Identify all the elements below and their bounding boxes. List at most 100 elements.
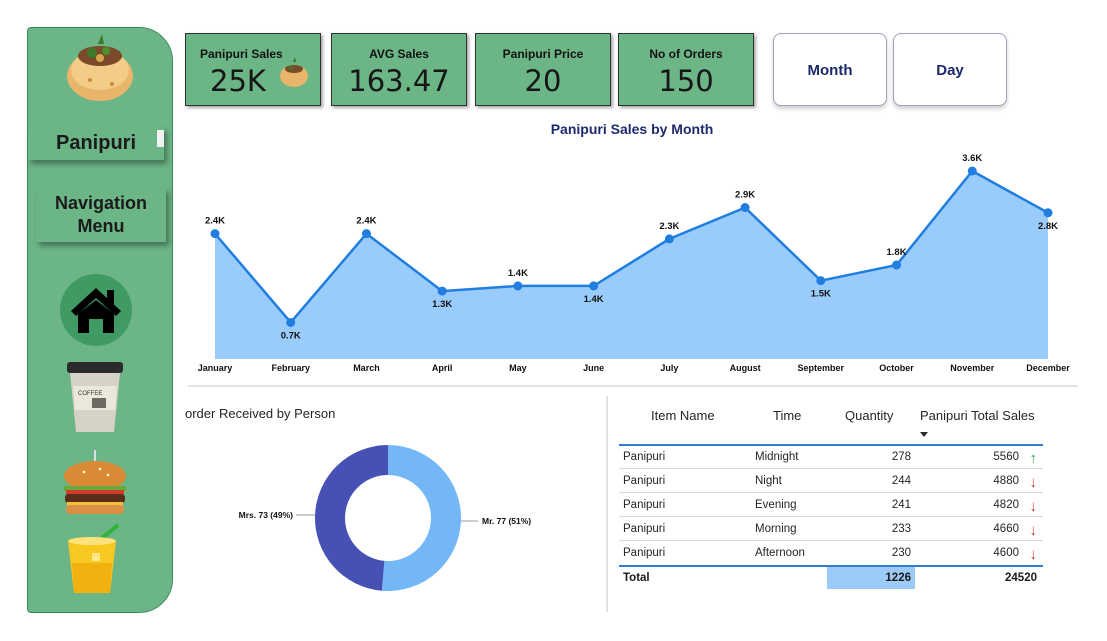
cell-sales: 4660 — [993, 523, 1019, 535]
panipuri-small-icon — [280, 57, 308, 87]
section-divider — [188, 385, 1078, 387]
table-row[interactable]: Panipuri Midnight 278 5560 ↑ — [619, 445, 1043, 469]
x-tick-label: January — [198, 363, 233, 373]
data-label: 1.3K — [432, 299, 452, 310]
sidebar-scrollbar[interactable] — [157, 130, 164, 147]
data-point[interactable] — [286, 317, 296, 327]
burger-icon[interactable] — [60, 450, 130, 518]
cell-sales: 4880 — [993, 475, 1019, 487]
table-total-row: Total 1226 24520 — [619, 567, 1043, 589]
kpi-no-of-orders: No of Orders 150 — [618, 33, 754, 106]
cell-time: Morning — [755, 523, 797, 535]
sales-by-month-chart: 2.4K January 0.7K February 2.4K March 1.3K Apri… — [198, 153, 1071, 373]
kpi-label: No of Orders — [649, 47, 723, 61]
x-tick-label: June — [583, 363, 604, 373]
x-tick-label: November — [950, 363, 995, 373]
donut-slice[interactable] — [381, 445, 461, 591]
cell-item: Panipuri — [623, 475, 666, 487]
total-sales: 24520 — [1005, 572, 1037, 584]
data-point[interactable] — [361, 229, 371, 239]
month-slicer-button[interactable]: Month — [773, 33, 887, 106]
table-row[interactable]: Panipuri Evening 241 4820 ↓ — [619, 493, 1043, 517]
cell-item: Panipuri — [623, 523, 666, 535]
data-label: 1.4K — [584, 294, 604, 305]
donut-slice[interactable] — [315, 445, 388, 591]
col-header-item-name[interactable]: Item Name — [651, 408, 715, 423]
area-fill — [215, 171, 1048, 359]
x-tick-label: September — [798, 363, 845, 373]
navigation-menu-button[interactable]: Navigation Menu — [36, 188, 166, 242]
data-label: 3.6K — [962, 153, 982, 164]
trend-down-icon: ↓ — [1029, 498, 1038, 515]
header-underline — [619, 444, 1043, 446]
x-tick-label: March — [353, 363, 380, 373]
donut-chart-title: order Received by Person — [185, 406, 336, 421]
col-header-total-sales[interactable]: Panipuri Total Sales — [920, 408, 1035, 423]
juice-glass-icon[interactable] — [62, 523, 126, 599]
cell-quantity: 241 — [891, 499, 911, 511]
total-divider — [619, 565, 1043, 567]
data-point[interactable] — [740, 203, 750, 213]
coffee-cup-icon[interactable]: COFFEE — [64, 360, 126, 434]
cell-quantity: 233 — [891, 523, 911, 535]
cell-sales: 4820 — [993, 499, 1019, 511]
slice-label: Mr. 77 (51%) — [482, 516, 531, 526]
table-row[interactable]: Panipuri Afternoon 230 4600 ↓ — [619, 541, 1043, 565]
data-label: 0.7K — [281, 330, 301, 341]
x-tick-label: October — [879, 363, 914, 373]
panipuri-image — [67, 34, 133, 101]
cell-item: Panipuri — [623, 499, 666, 511]
x-tick-label: July — [660, 363, 678, 373]
data-label: 2.8K — [1038, 221, 1058, 232]
kpi-panipuri-sales: Panipuri Sales 25K — [185, 33, 321, 106]
line-chart-title: Panipuri Sales by Month — [550, 121, 714, 137]
data-point[interactable] — [664, 234, 674, 244]
cell-quantity: 244 — [891, 475, 911, 487]
data-label: 1.8K — [887, 247, 907, 258]
cell-sales: 5560 — [993, 451, 1019, 463]
x-tick-label: May — [509, 363, 527, 373]
col-header-time[interactable]: Time — [773, 408, 802, 423]
trend-down-icon: ↓ — [1029, 522, 1038, 539]
total-quantity: 1226 — [885, 572, 911, 584]
orders-by-person-donut: Mr. 77 (51%) Mrs. 73 (49%) — [239, 445, 531, 591]
kpi-value: 150 — [658, 64, 714, 98]
kpi-value: 163.47 — [348, 64, 450, 98]
data-point[interactable] — [589, 281, 599, 291]
x-tick-label: April — [432, 363, 453, 373]
cell-quantity: 278 — [891, 451, 911, 463]
sort-desc-icon[interactable] — [919, 431, 929, 439]
x-tick-label: August — [730, 363, 761, 373]
data-label: 2.4K — [356, 216, 376, 227]
data-point[interactable] — [892, 260, 902, 270]
cell-item: Panipuri — [623, 547, 666, 559]
data-point[interactable] — [513, 281, 523, 291]
slice-label: Mrs. 73 (49%) — [239, 510, 293, 520]
table-row[interactable]: Panipuri Night 244 4880 ↓ — [619, 469, 1043, 493]
data-point[interactable] — [816, 276, 826, 286]
data-point[interactable] — [437, 286, 447, 296]
home-icon[interactable] — [59, 273, 133, 347]
kpi-avg-sales: AVG Sales 163.47 — [331, 33, 467, 106]
svg-text:COFFEE: COFFEE — [78, 391, 102, 397]
data-point[interactable] — [210, 229, 220, 239]
kpi-label: AVG Sales — [369, 47, 429, 61]
cell-time: Evening — [755, 499, 797, 511]
data-label: 2.9K — [735, 190, 755, 201]
series-line — [214, 169, 1049, 325]
data-point[interactable] — [967, 166, 977, 176]
cell-time: Midnight — [755, 451, 799, 463]
sidebar-title[interactable]: Panipuri — [28, 127, 164, 160]
cell-time: Night — [755, 475, 782, 487]
kpi-label: Panipuri Price — [502, 47, 584, 61]
trend-up-icon: ↑ — [1029, 450, 1038, 467]
data-label: 1.4K — [508, 268, 528, 279]
data-point[interactable] — [1043, 208, 1053, 218]
cell-item: Panipuri — [623, 451, 666, 463]
col-header-quantity[interactable]: Quantity — [845, 408, 894, 423]
x-tick-label: February — [271, 363, 310, 373]
day-slicer-button[interactable]: Day — [893, 33, 1007, 106]
table-row[interactable]: Panipuri Morning 233 4660 ↓ — [619, 517, 1043, 541]
data-label: 1.5K — [811, 289, 831, 300]
